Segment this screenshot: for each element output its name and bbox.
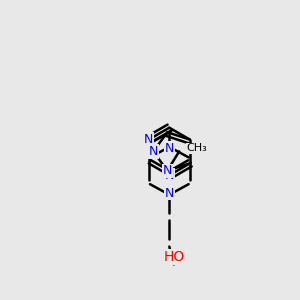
Text: CH₃: CH₃ — [187, 143, 207, 153]
Text: N: N — [148, 145, 158, 158]
Text: N: N — [165, 142, 174, 155]
Text: N: N — [165, 187, 174, 200]
Text: HO: HO — [163, 250, 184, 264]
Text: N: N — [165, 169, 174, 182]
Text: N: N — [144, 133, 153, 146]
Text: N: N — [163, 164, 172, 177]
